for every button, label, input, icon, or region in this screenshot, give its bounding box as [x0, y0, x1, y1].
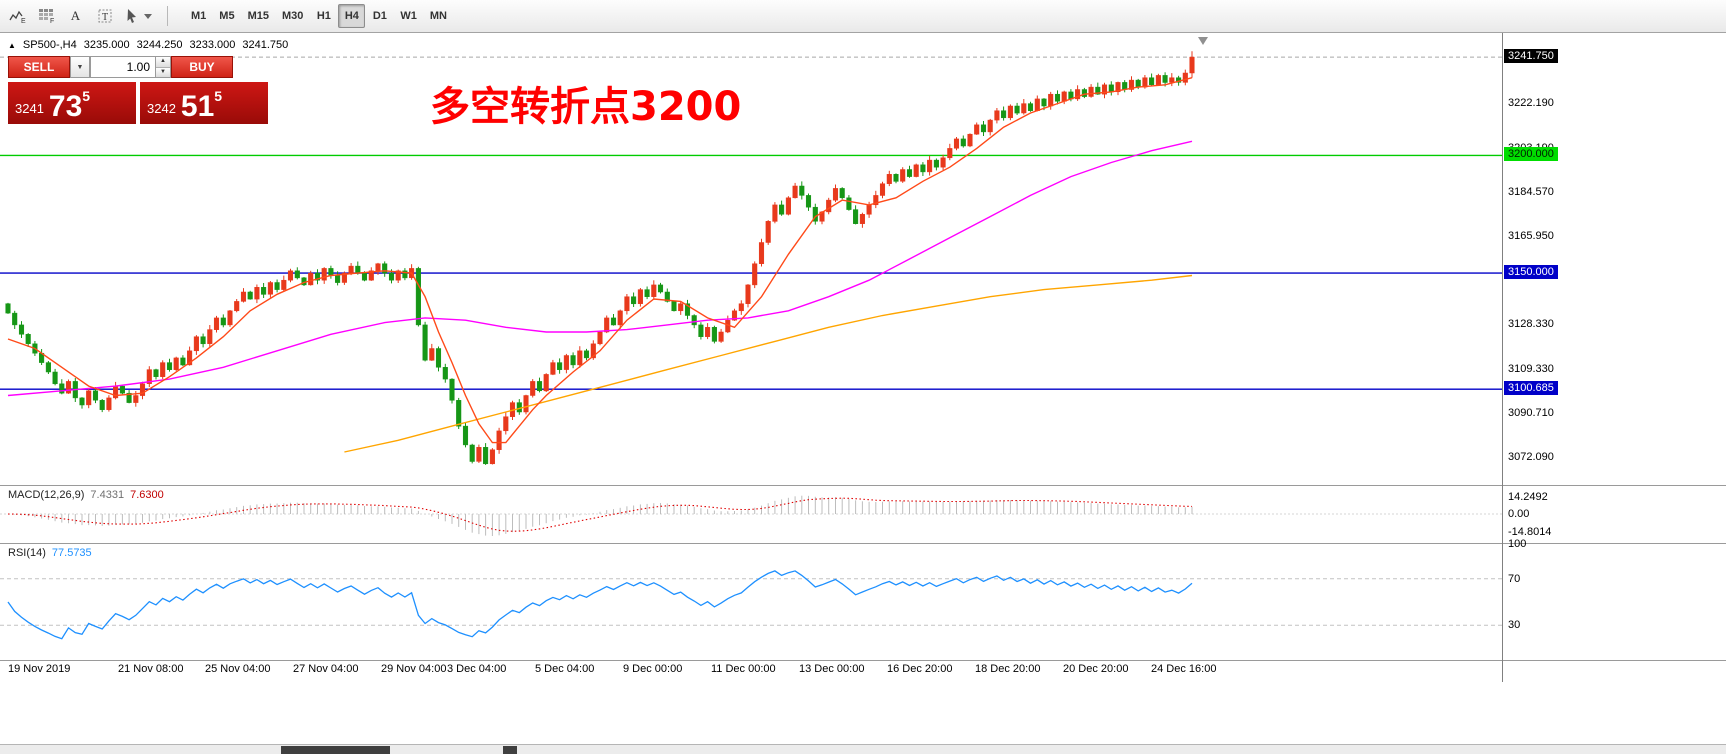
price-axis-label: 3241.750: [1504, 49, 1558, 63]
chart-edit-icon[interactable]: E: [4, 4, 31, 28]
timeframe-m5[interactable]: M5: [219, 10, 235, 22]
timeframe-m1[interactable]: M1: [191, 10, 207, 22]
time-axis-label: 19 Nov 2019: [8, 663, 71, 675]
time-axis-label: 29 Nov 04:00: [381, 663, 447, 675]
time-axis-label: 18 Dec 20:00: [975, 663, 1041, 675]
macd-value-2: 7.6300: [130, 489, 164, 501]
ask-price-big: 51: [180, 90, 215, 123]
ma-medium-magenta: [7, 140, 1193, 397]
horizontal-scrollbar[interactable]: [0, 744, 1726, 754]
bid-quote[interactable]: 3241 73 5: [8, 82, 136, 124]
buy-button[interactable]: BUY: [171, 56, 233, 78]
volume-spinner-up[interactable]: ▲: [156, 57, 170, 67]
ma-slow-orange: [344, 274, 1193, 453]
panel-separator: [0, 543, 1726, 544]
ask-quote[interactable]: 3242 51 5: [140, 82, 268, 124]
svg-text:F: F: [50, 18, 54, 24]
cursor-tool-icon[interactable]: [120, 4, 158, 28]
time-axis-label: 13 Dec 00:00: [799, 663, 865, 675]
text-box-icon[interactable]: T: [91, 4, 118, 28]
svg-text:T: T: [102, 12, 108, 23]
bid-price-sup: 5: [82, 88, 91, 104]
price-axis-label: 3200.000: [1504, 147, 1558, 161]
macd-value-1: 7.4331: [90, 489, 125, 501]
time-axis-label: 3 Dec 04:00: [447, 663, 507, 675]
timeframe-h4[interactable]: H4: [338, 4, 366, 28]
macd-name: MACD(12,26,9): [8, 489, 85, 501]
annotation-text: 多空转折点3200: [430, 84, 742, 130]
rsi-chart[interactable]: [0, 544, 1502, 660]
price-axis-label: 3222.190: [1508, 97, 1554, 109]
ohlc-open: 3235.000: [83, 39, 130, 51]
price-axis-label: 30: [1508, 619, 1521, 631]
panel-separator: [0, 485, 1726, 486]
symbol-marker-icon: ▲: [8, 40, 16, 50]
time-axis-label: 20 Dec 20:00: [1063, 663, 1129, 675]
price-axis-label: 14.2492: [1508, 491, 1548, 503]
ohlc-header: ▲ SP500-,H4 3235.000 3244.250 3233.000 3…: [8, 39, 288, 51]
macd-chart[interactable]: [0, 486, 1502, 543]
price-chart[interactable]: [0, 33, 1502, 485]
macd-label: MACD(12,26,9) 7.4331 7.6300: [8, 489, 164, 501]
toolbar: E F A T M1 M5 M15 M30 H1 H: [0, 0, 1726, 33]
price-axis-label: 3072.090: [1508, 451, 1554, 463]
price-axis-label: 100: [1508, 538, 1527, 550]
grid-icon[interactable]: F: [33, 4, 60, 28]
trade-panel: SELL ▼ ▲ ▼ BUY 3241 73 5 3242 51 5: [8, 56, 268, 124]
sell-button[interactable]: SELL: [8, 56, 70, 78]
ohlc-close: 3241.750: [242, 39, 289, 51]
timeframe-h1[interactable]: H1: [316, 10, 331, 22]
panel-separator: [0, 660, 1726, 661]
price-scale[interactable]: 3222.1903203.1903184.5703165.9503128.330…: [1502, 33, 1726, 682]
svg-text:E: E: [21, 18, 26, 24]
price-axis-label: 3100.685: [1504, 381, 1558, 395]
bid-price-small: 3241: [15, 101, 44, 116]
ask-price-sup: 5: [214, 88, 223, 104]
toolbar-separator: [167, 6, 168, 26]
volume-spinner: ▲ ▼: [156, 56, 171, 78]
timeframe-mn[interactable]: MN: [429, 10, 447, 22]
timeframe-group: M1 M5 M15 M30 H1 H4 D1 W1 MN: [185, 4, 453, 28]
price-axis-label: 70: [1508, 573, 1521, 585]
symbol-name: SP500-,H4: [22, 39, 77, 51]
timeframe-d1[interactable]: D1: [372, 10, 387, 22]
bid-price-big: 73: [48, 90, 83, 123]
price-axis-label: 3109.330: [1508, 363, 1554, 375]
rsi-label: RSI(14) 77.5735: [8, 547, 92, 559]
time-axis-label: 24 Dec 16:00: [1151, 663, 1217, 675]
volume-dropdown[interactable]: ▼: [70, 56, 90, 78]
time-axis[interactable]: 19 Nov 2019 21 Nov 08:00 25 Nov 04:00 27 No…: [0, 663, 1502, 679]
scrollbar-thumb[interactable]: [503, 746, 517, 754]
price-axis-label: 3090.710: [1508, 407, 1554, 419]
price-axis-label: 3184.570: [1508, 186, 1554, 198]
ma-fast-red: [7, 77, 1193, 444]
text-annotation-icon[interactable]: A: [70, 8, 81, 23]
timeframe-w1[interactable]: W1: [400, 10, 417, 22]
rsi-value: 77.5735: [51, 547, 92, 559]
price-axis-label: 3150.000: [1504, 265, 1558, 279]
time-axis-label: 21 Nov 08:00: [118, 663, 184, 675]
volume-spinner-down[interactable]: ▼: [156, 66, 170, 77]
time-axis-label: 9 Dec 00:00: [623, 663, 683, 675]
volume-input[interactable]: [90, 56, 156, 78]
time-axis-label: 5 Dec 04:00: [535, 663, 595, 675]
price-axis-label: 0.00: [1508, 508, 1530, 520]
ask-price-small: 3242: [147, 101, 176, 116]
time-axis-label: 11 Dec 00:00: [711, 663, 776, 675]
scrollbar-thumb[interactable]: [281, 746, 390, 754]
rsi-name: RSI(14): [8, 547, 46, 559]
timeframe-m15[interactable]: M15: [247, 10, 269, 22]
ohlc-high: 3244.250: [136, 39, 183, 51]
timeframe-m30[interactable]: M30: [281, 10, 304, 22]
ohlc-low: 3233.000: [189, 39, 236, 51]
time-axis-label: 27 Nov 04:00: [293, 663, 359, 675]
time-axis-label: 16 Dec 20:00: [887, 663, 953, 675]
price-axis-label: 3165.950: [1508, 230, 1554, 242]
price-axis-label: 3128.330: [1508, 318, 1554, 330]
price-axis-label: -14.8014: [1508, 526, 1552, 538]
time-axis-label: 25 Nov 04:00: [205, 663, 271, 675]
